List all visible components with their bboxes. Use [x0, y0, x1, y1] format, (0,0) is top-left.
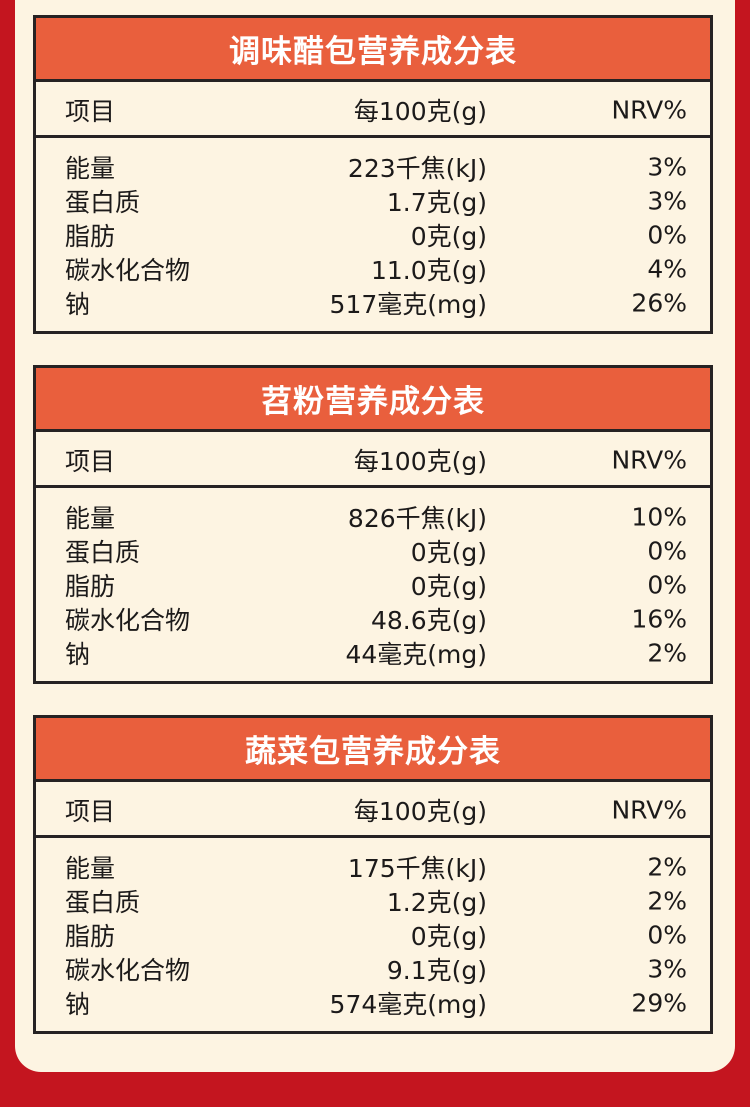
row-item: 碳水化合物	[65, 606, 191, 635]
table-row: 脂肪 0克(g) 0%	[36, 218, 710, 252]
table-row: 脂肪 0克(g) 0%	[36, 568, 710, 602]
row-value: 574毫克(mg)	[329, 990, 487, 1019]
table-title: 调味醋包营养成分表	[36, 18, 710, 82]
row-value: 0克(g)	[410, 222, 487, 251]
row-nrv: 29%	[631, 988, 687, 1018]
table-row: 蛋白质 1.2克(g) 2%	[36, 884, 710, 918]
header-item: 项目	[65, 97, 116, 126]
row-value: 826千焦(kJ)	[347, 504, 487, 533]
row-item: 碳水化合物	[65, 256, 191, 285]
header-item: 项目	[65, 797, 116, 826]
table-body: 能量 826千焦(kJ) 10% 蛋白质 0克(g) 0% 脂肪 0克(g) 0% 碳水化合物 48…	[36, 488, 710, 681]
table-body: 能量 175千焦(kJ) 2% 蛋白质 1.2克(g) 2% 脂肪 0克(g) 0% 碳水化合物 9…	[36, 838, 710, 1031]
row-item: 能量	[65, 154, 116, 183]
table-row: 蛋白质 1.7克(g) 3%	[36, 184, 710, 218]
row-value: 517毫克(mg)	[329, 290, 487, 319]
row-value: 0克(g)	[410, 572, 487, 601]
table-title: 苕粉营养成分表	[36, 368, 710, 432]
row-item: 脂肪	[65, 922, 116, 951]
row-nrv: 10%	[631, 502, 687, 532]
row-value: 175千焦(kJ)	[347, 854, 487, 883]
row-nrv: 2%	[647, 852, 687, 882]
row-value: 0克(g)	[410, 538, 487, 567]
row-value: 1.7克(g)	[386, 188, 487, 217]
row-nrv: 3%	[647, 954, 687, 984]
row-item: 钠	[65, 990, 91, 1019]
table-row: 能量 223千焦(kJ) 3%	[36, 150, 710, 184]
row-item: 蛋白质	[65, 888, 141, 917]
row-nrv: 3%	[647, 152, 687, 182]
row-value: 0克(g)	[410, 922, 487, 951]
table-row: 碳水化合物 48.6克(g) 16%	[36, 602, 710, 636]
row-nrv: 26%	[631, 288, 687, 318]
row-nrv: 0%	[647, 536, 687, 566]
header-nrv: NRV%	[611, 445, 687, 475]
nutrition-table: 苕粉营养成分表项目 每100克(g) NRV% 能量 826千焦(kJ) 10% 蛋白质 0克…	[33, 365, 713, 684]
row-item: 脂肪	[65, 222, 116, 251]
row-nrv: 16%	[631, 604, 687, 634]
row-nrv: 0%	[647, 570, 687, 600]
table-row: 碳水化合物 9.1克(g) 3%	[36, 952, 710, 986]
table-title: 蔬菜包营养成分表	[36, 718, 710, 782]
table-header-row: 项目 每100克(g) NRV%	[36, 82, 710, 138]
header-per100: 每100克(g)	[353, 797, 487, 826]
row-value: 11.0克(g)	[370, 256, 487, 285]
header-nrv: NRV%	[611, 95, 687, 125]
table-row: 钠 517毫克(mg) 26%	[36, 286, 710, 320]
table-row: 能量 175千焦(kJ) 2%	[36, 850, 710, 884]
table-row: 能量 826千焦(kJ) 10%	[36, 500, 710, 534]
row-nrv: 2%	[647, 886, 687, 916]
row-item: 能量	[65, 504, 116, 533]
header-nrv: NRV%	[611, 795, 687, 825]
row-value: 9.1克(g)	[386, 956, 487, 985]
nutrition-table: 调味醋包营养成分表项目 每100克(g) NRV% 能量 223千焦(kJ) 3% 蛋白质 1…	[33, 15, 713, 334]
table-row: 钠 44毫克(mg) 2%	[36, 636, 710, 670]
row-nrv: 0%	[647, 220, 687, 250]
header-per100: 每100克(g)	[353, 97, 487, 126]
row-item: 能量	[65, 854, 116, 883]
table-header-row: 项目 每100克(g) NRV%	[36, 782, 710, 838]
row-nrv: 0%	[647, 920, 687, 950]
table-body: 能量 223千焦(kJ) 3% 蛋白质 1.7克(g) 3% 脂肪 0克(g) 0% 碳水化合物 1…	[36, 138, 710, 331]
row-item: 蛋白质	[65, 538, 141, 567]
row-nrv: 3%	[647, 186, 687, 216]
nutrition-table: 蔬菜包营养成分表项目 每100克(g) NRV% 能量 175千焦(kJ) 2% 蛋白质 1.…	[33, 715, 713, 1034]
row-item: 脂肪	[65, 572, 116, 601]
table-row: 蛋白质 0克(g) 0%	[36, 534, 710, 568]
header-per100: 每100克(g)	[353, 447, 487, 476]
table-row: 脂肪 0克(g) 0%	[36, 918, 710, 952]
row-value: 223千焦(kJ)	[347, 154, 487, 183]
row-item: 钠	[65, 640, 91, 669]
row-item: 碳水化合物	[65, 956, 191, 985]
row-value: 48.6克(g)	[370, 606, 487, 635]
row-nrv: 4%	[647, 254, 687, 284]
row-item: 钠	[65, 290, 91, 319]
row-item: 蛋白质	[65, 188, 141, 217]
row-nrv: 2%	[647, 638, 687, 668]
row-value: 1.2克(g)	[386, 888, 487, 917]
table-header-row: 项目 每100克(g) NRV%	[36, 432, 710, 488]
table-row: 钠 574毫克(mg) 29%	[36, 986, 710, 1020]
table-row: 碳水化合物 11.0克(g) 4%	[36, 252, 710, 286]
row-value: 44毫克(mg)	[345, 640, 487, 669]
header-item: 项目	[65, 447, 116, 476]
